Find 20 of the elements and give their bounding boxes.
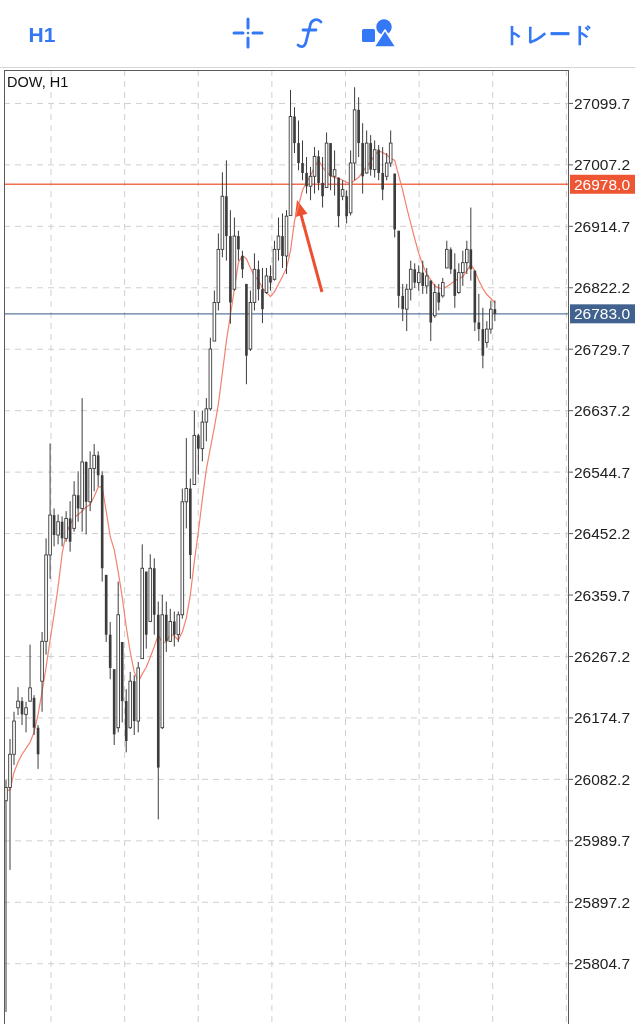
toolbar-text: トレード: [502, 22, 594, 47]
y-tick-label: 26544.7: [574, 463, 631, 481]
y-tick-label: 27007.2: [574, 156, 631, 174]
y-tick-label: 26914.7: [574, 217, 631, 235]
ref-line-label: 26978.0: [574, 175, 631, 193]
y-tick-label: 26637.2: [574, 402, 631, 420]
y-tick-label: 26729.7: [574, 340, 631, 358]
y-tick-label: 26359.7: [574, 586, 631, 604]
y-tick-label: 25989.7: [574, 832, 631, 850]
toolbar-text: H1: [28, 23, 56, 46]
ref-line-label: 26783.0: [574, 305, 631, 323]
y-tick-label: 27099.7: [574, 94, 631, 112]
title: DOW, H1: [7, 74, 69, 90]
y-tick-label: 26082.2: [574, 770, 631, 788]
y-tick-label: 25804.7: [574, 955, 631, 973]
y-tick-label: 26174.7: [574, 709, 631, 727]
y-tick-label: 26822.2: [574, 279, 631, 297]
y-tick-label: 25897.2: [574, 893, 631, 911]
y-tick-label: 26452.2: [574, 525, 631, 543]
y-tick-label: 26267.2: [574, 647, 631, 665]
